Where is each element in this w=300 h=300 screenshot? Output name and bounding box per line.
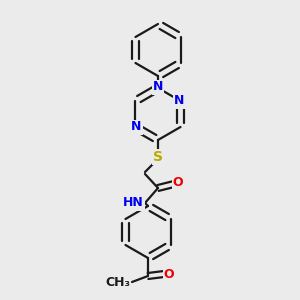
Text: N: N bbox=[174, 94, 185, 107]
Text: O: O bbox=[173, 176, 183, 190]
Text: HN: HN bbox=[123, 196, 144, 209]
Text: O: O bbox=[164, 268, 174, 281]
Text: N: N bbox=[131, 121, 142, 134]
Text: CH₃: CH₃ bbox=[105, 275, 130, 289]
Text: N: N bbox=[153, 80, 163, 94]
Text: S: S bbox=[153, 150, 163, 164]
